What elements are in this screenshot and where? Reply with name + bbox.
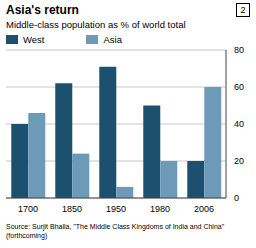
html-text:Source: Surjit Bhalla, "The Mi: Source: Surjit Bhalla, "The Middle Class… <box>6 223 225 239</box>
svg-text:0: 0 <box>234 193 239 203</box>
svg-text:2006: 2006 <box>194 204 214 214</box>
svg-text:1850: 1850 <box>62 204 82 214</box>
svg-text:60: 60 <box>234 82 244 92</box>
html-text:Middle-class population as % o: Middle-class population as % of world to… <box>6 19 186 30</box>
svg-text:1700: 1700 <box>18 204 38 214</box>
svg-text:80: 80 <box>234 45 244 55</box>
html-text:2: 2 <box>240 5 246 15</box>
html-text:Asia's return: Asia's return <box>6 3 79 17</box>
svg-text:20: 20 <box>234 156 244 166</box>
html-text:Asia: Asia <box>103 34 122 45</box>
svg-text:1950: 1950 <box>106 204 126 214</box>
svg-text:40: 40 <box>234 119 244 129</box>
svg-text:1980: 1980 <box>150 204 170 214</box>
html-text:West: West <box>23 34 45 45</box>
